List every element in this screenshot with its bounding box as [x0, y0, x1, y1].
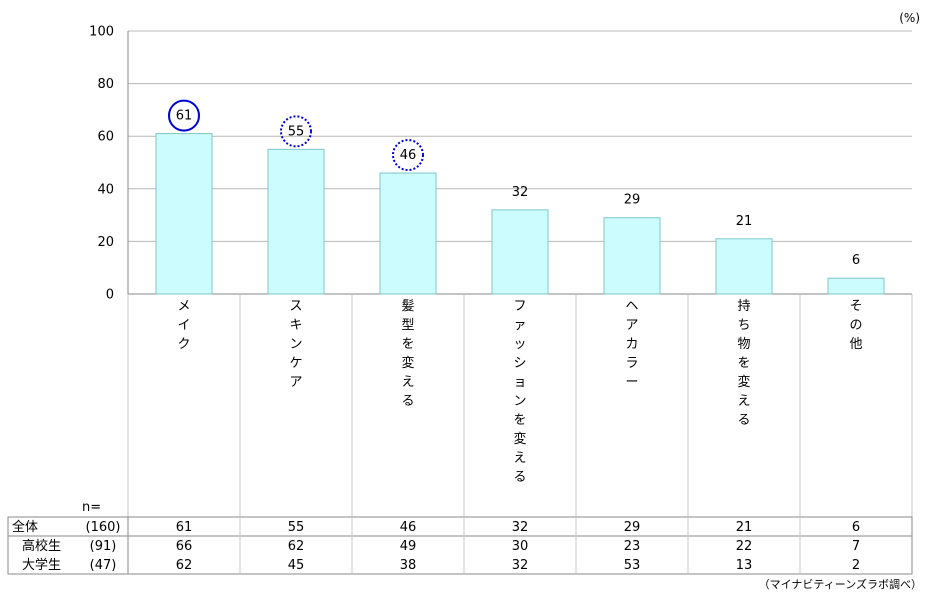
- data-label: 29: [624, 193, 641, 208]
- highlight-circle: [392, 139, 424, 172]
- bar: [155, 133, 213, 295]
- category-label: その他: [849, 299, 862, 352]
- data-label: 55: [288, 124, 305, 139]
- y-tick-label: 60: [97, 130, 114, 145]
- bar: [827, 277, 885, 295]
- table-cell: 38: [400, 558, 417, 573]
- table-cell: 49: [400, 539, 417, 554]
- bar: [715, 238, 773, 295]
- category-label: 持ち物を変える: [737, 299, 750, 428]
- category-label: ファッションを変える: [513, 299, 526, 485]
- unit-label: (%): [899, 11, 920, 25]
- table-cell: 6: [852, 520, 860, 535]
- table-cell: 13: [736, 558, 753, 573]
- category-label: スキンケア: [289, 299, 302, 390]
- table-row-label: 高校生: [22, 538, 61, 554]
- y-tick-label: 0: [106, 288, 114, 303]
- table-cell: 61: [176, 520, 193, 535]
- table-cell: 53: [624, 558, 641, 573]
- bar: [603, 217, 661, 295]
- table-row-n: (47): [90, 558, 117, 573]
- y-tick-label: 20: [97, 235, 114, 250]
- highlight-circle: [168, 99, 200, 132]
- table-cell: 21: [736, 520, 753, 535]
- y-tick-label: 40: [97, 182, 114, 197]
- table-cell: 62: [176, 558, 193, 573]
- n-label: n=: [82, 500, 102, 515]
- table-row-n: (160): [86, 520, 121, 535]
- table-row-label: 大学生: [22, 557, 61, 573]
- table-cell: 46: [400, 520, 417, 535]
- data-label: 32: [512, 185, 529, 200]
- table-cell: 55: [288, 520, 305, 535]
- y-tick-label: 80: [97, 77, 114, 92]
- table-cell: 22: [736, 539, 753, 554]
- table-cell: 30: [512, 539, 529, 554]
- bar: [379, 172, 437, 295]
- table-cell: 45: [288, 558, 305, 573]
- highlight-circle: [280, 115, 312, 148]
- data-label: 46: [400, 148, 417, 163]
- source-note: （マイナビティーンズラボ調べ）: [758, 578, 922, 591]
- category-label: ヘアカラー: [625, 299, 638, 390]
- table-cell: 23: [624, 539, 641, 554]
- table-cell: 29: [624, 520, 641, 535]
- data-label: 61: [176, 109, 193, 124]
- table-cell: 66: [176, 539, 193, 554]
- table-row-n: (91): [90, 539, 117, 554]
- data-label: 6: [852, 253, 860, 268]
- bar: [267, 148, 325, 295]
- data-label: 21: [736, 214, 753, 229]
- bar: [491, 209, 549, 295]
- table-row-label: 全体: [12, 519, 38, 535]
- table-cell: 62: [288, 539, 305, 554]
- table-cell: 2: [852, 558, 860, 573]
- table-border: [7, 516, 913, 575]
- table-cell: 32: [512, 558, 529, 573]
- category-label: メイク: [177, 299, 190, 352]
- category-label: 髪型を変える: [401, 299, 414, 409]
- table-cell: 32: [512, 520, 529, 535]
- table-cell: 7: [852, 539, 860, 554]
- y-tick-label: 100: [89, 25, 114, 40]
